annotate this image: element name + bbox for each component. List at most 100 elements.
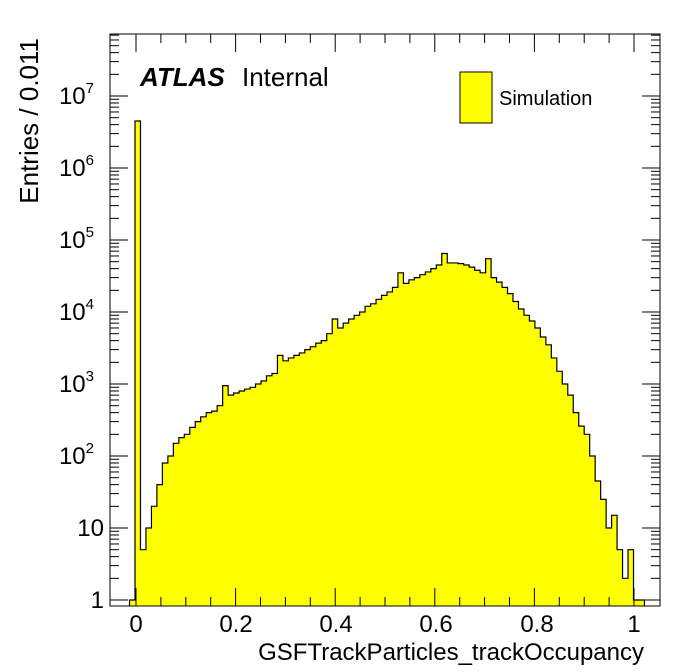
histogram-bar bbox=[452, 262, 459, 606]
x-tick-labels: 0 0.2 0.4 0.6 0.8 1 bbox=[129, 611, 640, 638]
histogram-bar bbox=[534, 327, 541, 606]
y-tick-label: 1 bbox=[91, 587, 104, 614]
x-tick-label: 1 bbox=[627, 611, 640, 638]
histogram-bar bbox=[195, 421, 202, 606]
histogram-bar bbox=[135, 120, 141, 607]
histogram-outline bbox=[128, 120, 646, 606]
histogram-bar bbox=[578, 426, 585, 606]
y-tick-label: 10 bbox=[77, 515, 104, 542]
x-axis-title: GSFTrackParticles_trackOccupancy bbox=[258, 639, 644, 666]
histogram-bar bbox=[239, 390, 245, 606]
histogram-bar bbox=[277, 355, 284, 606]
histogram-bar bbox=[419, 274, 426, 606]
x-tick-label: 0.4 bbox=[319, 611, 352, 638]
histogram-bar bbox=[381, 295, 388, 606]
y-tick-label: 103 bbox=[59, 368, 94, 398]
histogram-bar bbox=[233, 392, 240, 606]
histogram-bar bbox=[260, 381, 267, 606]
histogram-bar bbox=[545, 344, 552, 606]
histogram-bar bbox=[540, 336, 547, 606]
histogram-bar bbox=[370, 303, 377, 606]
histogram-bar bbox=[600, 499, 607, 606]
histogram-bar bbox=[376, 299, 382, 606]
histogram-bar bbox=[469, 267, 476, 606]
histogram-bar bbox=[288, 357, 295, 606]
histogram-bar bbox=[167, 456, 174, 606]
histogram-bar bbox=[502, 287, 508, 606]
histogram-bar bbox=[458, 263, 465, 606]
status-label: Internal bbox=[242, 62, 329, 92]
histogram-bar bbox=[480, 272, 486, 606]
legend-swatch bbox=[459, 71, 493, 124]
plot-frame bbox=[109, 33, 661, 607]
histogram-bar bbox=[567, 395, 574, 606]
histogram-bar bbox=[348, 318, 355, 606]
histogram-bar bbox=[573, 412, 580, 606]
histogram-bar bbox=[551, 357, 558, 606]
histogram-bar bbox=[430, 268, 437, 606]
histogram-bar bbox=[392, 287, 399, 606]
x-tick-label: 0.2 bbox=[219, 611, 252, 638]
histogram-bar bbox=[365, 306, 371, 606]
histogram-bar bbox=[595, 480, 602, 606]
y-tick-label: 107 bbox=[59, 80, 94, 110]
x-tick-label: 0 bbox=[129, 611, 142, 638]
legend: Simulation bbox=[459, 71, 592, 124]
histogram-bar bbox=[184, 434, 191, 606]
x-tick-label: 0.6 bbox=[419, 611, 452, 638]
histogram-bar bbox=[129, 600, 136, 606]
experiment-name: ATLAS bbox=[139, 62, 225, 92]
histogram-bar bbox=[386, 291, 393, 606]
histogram-bar bbox=[397, 272, 404, 606]
histogram-bar bbox=[140, 549, 147, 606]
histogram-bar bbox=[485, 258, 492, 606]
histogram-bar bbox=[315, 343, 322, 606]
histogram-bar bbox=[217, 405, 224, 606]
histogram-bar bbox=[310, 346, 317, 606]
histogram-bar bbox=[337, 327, 344, 606]
y-tick-labels: 1 10 102 103 104 105 106 107 bbox=[59, 80, 104, 614]
histogram-bar bbox=[321, 340, 328, 606]
y-axis-title: Entries / 0.011 bbox=[14, 38, 44, 204]
histogram-bar bbox=[403, 283, 410, 606]
y-tick-label: 106 bbox=[59, 152, 94, 182]
histogram-bar bbox=[633, 600, 640, 606]
histogram-bar bbox=[271, 373, 278, 606]
legend-label: Simulation bbox=[499, 88, 592, 110]
histogram-bar bbox=[474, 270, 481, 606]
histogram-bar bbox=[562, 384, 569, 606]
histogram-bar bbox=[518, 309, 525, 606]
histogram-bar bbox=[359, 312, 366, 606]
histogram-bar bbox=[266, 375, 273, 606]
histogram-bar bbox=[244, 389, 251, 606]
histogram-bar bbox=[250, 387, 256, 606]
histogram-bar bbox=[326, 333, 333, 606]
histogram-bar bbox=[189, 427, 196, 606]
histogram-bar bbox=[156, 484, 163, 606]
histogram-bar bbox=[299, 352, 306, 606]
histogram-bar bbox=[145, 528, 152, 606]
x-tick-label: 0.8 bbox=[520, 611, 553, 638]
histogram-bar bbox=[200, 416, 207, 606]
histogram-bar bbox=[584, 434, 591, 606]
histogram-bar bbox=[282, 360, 289, 606]
histogram-bar bbox=[638, 600, 645, 606]
y-tick-label: 105 bbox=[59, 224, 94, 254]
histogram-bar bbox=[354, 315, 361, 606]
histogram-bar bbox=[222, 385, 229, 606]
histogram-bar bbox=[228, 395, 235, 606]
histogram-bar bbox=[332, 318, 339, 606]
histogram-bar bbox=[447, 262, 454, 606]
atlas-label: ATLAS Internal bbox=[139, 62, 329, 92]
histogram-bar bbox=[408, 279, 415, 606]
histogram-bar bbox=[523, 315, 530, 606]
histogram-bar bbox=[211, 411, 218, 606]
histogram-bar bbox=[491, 277, 497, 606]
histogram-bar bbox=[414, 277, 421, 606]
histogram-bar bbox=[436, 264, 443, 606]
histogram-bar bbox=[512, 301, 519, 606]
histogram-bar bbox=[507, 293, 514, 606]
y-tick-label: 104 bbox=[59, 296, 94, 326]
histogram-bar bbox=[463, 264, 470, 606]
histogram-bar bbox=[206, 412, 213, 606]
